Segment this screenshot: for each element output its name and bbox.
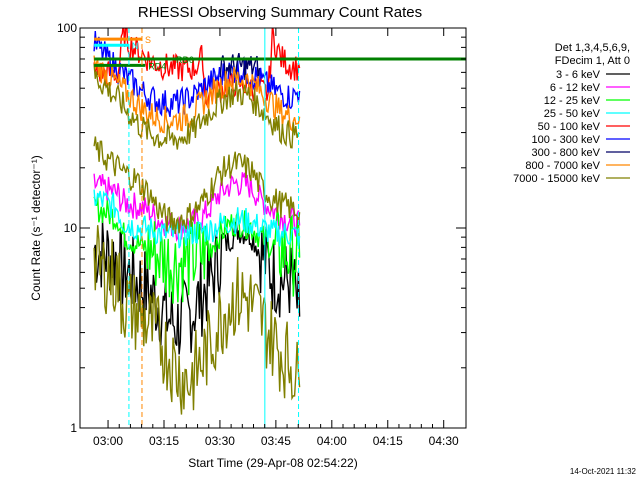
- legend-header-detectors: Det 1,3,4,5,6,9,: [555, 42, 630, 54]
- legend-entry-6: 300 - 800 keV: [532, 147, 601, 159]
- series-9: [93, 136, 301, 235]
- detector-flags: SN RD0 RD4: [94, 28, 466, 428]
- legend-entry-0: 3 - 6 keV: [556, 69, 601, 81]
- series-line-9: [93, 136, 301, 235]
- legend-entry-1: 6 - 12 keV: [550, 82, 601, 94]
- legend-entry-5: 100 - 300 keV: [532, 134, 601, 146]
- flag-label-3: RD4: [148, 61, 166, 71]
- y-tick-label-2: 100: [57, 21, 77, 35]
- x-tick-label-1: 03:15: [149, 434, 179, 448]
- legend-entry-7: 800 - 7000 keV: [525, 160, 600, 172]
- y-tick-label-1: 10: [64, 221, 78, 235]
- x-tick-label-5: 04:15: [373, 434, 403, 448]
- x-axis-label: Start Time (29-Apr-08 02:54:22): [188, 456, 357, 470]
- legend-entry-3: 25 - 50 keV: [544, 108, 601, 120]
- legend-entry-8: 7000 - 15000 keV: [513, 173, 601, 185]
- x-tick-label-4: 04:00: [317, 434, 347, 448]
- chart-title: RHESSI Observing Summary Count Rates: [138, 4, 422, 21]
- x-tick-label-3: 03:45: [261, 434, 291, 448]
- legend: Det 1,3,4,5,6,9, FDecim 1, Att 0 3 - 6 k…: [513, 42, 630, 185]
- x-tick-label-0: 03:00: [93, 434, 123, 448]
- flag-label-2: RD0: [176, 55, 194, 65]
- flag-label-0: S: [145, 35, 151, 45]
- axes: 03:00 03:15 03:30 03:45 04:00 04:15 04:30 1 10 10…: [57, 21, 466, 448]
- plot-area: SN RD0 RD4: [93, 28, 466, 428]
- x-tick-label-2: 03:30: [205, 434, 235, 448]
- y-tick-label-0: 1: [70, 421, 77, 435]
- series-6: [219, 52, 261, 82]
- legend-entry-2: 12 - 25 keV: [544, 95, 601, 107]
- series-layer: [93, 28, 301, 415]
- plot-timestamp: 14-Oct-2021 11:32: [570, 467, 637, 476]
- flag-label-1: N: [132, 41, 139, 51]
- y-axis-label: Count Rate (s⁻¹ detector⁻¹): [29, 155, 43, 300]
- legend-entry-4: 50 - 100 keV: [538, 121, 601, 133]
- legend-header-decim: FDecim 1, Att 0: [555, 55, 630, 67]
- series-line-6: [219, 52, 261, 82]
- x-tick-label-6: 04:30: [429, 434, 459, 448]
